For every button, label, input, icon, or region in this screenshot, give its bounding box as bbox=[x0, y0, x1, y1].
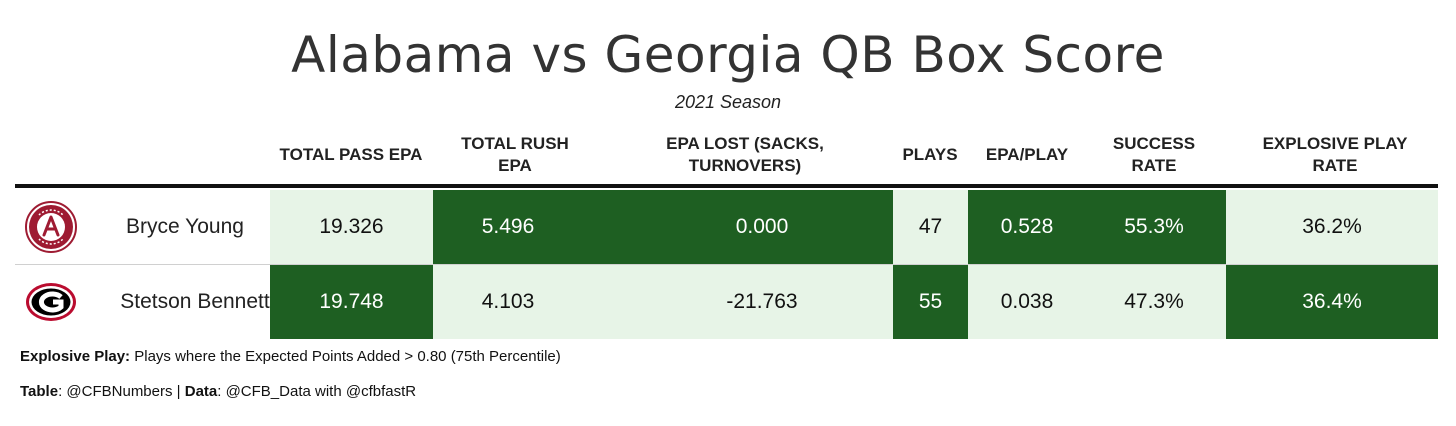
epa-play-cell: 0.528 55.3% bbox=[968, 190, 1226, 264]
table-row: Stetson Bennett 19.748 4.103 -21.763 55 … bbox=[15, 265, 1438, 339]
explosive-play-text: Plays where the Expected Points Added > … bbox=[130, 348, 561, 365]
explosive-play-rate-cell: 36.4% bbox=[1226, 265, 1438, 339]
table-credit-label: Table bbox=[20, 383, 59, 400]
data-credit-label: Data bbox=[184, 383, 218, 400]
total-rush-epa-cell: 4.103 bbox=[433, 265, 631, 339]
data-credit-text: : @CFB_Data with @cfbfastR bbox=[217, 383, 417, 400]
epa-play-cell: 0.038 47.3% bbox=[968, 265, 1226, 339]
header-plays: PLAYS bbox=[902, 145, 958, 164]
header-explosive-play-rate: EXPLOSIVE PLAY RATE bbox=[1262, 134, 1408, 175]
explosive-play-label: Explosive Play: bbox=[20, 348, 131, 365]
total-pass-epa-cell: 19.326 bbox=[270, 190, 433, 264]
epa-play-value: 0.038 bbox=[1000, 290, 1054, 313]
alabama-logo-icon bbox=[25, 201, 77, 253]
plays-cell: 47 bbox=[893, 190, 968, 264]
epa-lost-cell: -21.763 bbox=[631, 265, 893, 339]
explosive-play-rate-cell: 36.2% bbox=[1226, 190, 1438, 264]
player-name: Stetson Bennett bbox=[120, 290, 270, 313]
header-total-rush-epa: TOTAL RUSH EPA bbox=[461, 134, 569, 175]
epa-play-value: 0.528 bbox=[1000, 215, 1054, 238]
page-subtitle: 2021 Season bbox=[674, 92, 782, 112]
explosive-play-footnote: Explosive Play: Plays where the Expected… bbox=[20, 348, 561, 365]
header-success-rate: SUCCESS RATE bbox=[1112, 134, 1196, 175]
epa-lost-cell: 0.000 bbox=[631, 190, 893, 264]
plays-cell: 55 bbox=[893, 265, 968, 339]
header-rule bbox=[15, 184, 1438, 188]
header-epa-play: EPA/PLAY bbox=[985, 145, 1069, 164]
table-row: Bryce Young 19.326 5.496 0.000 47 0.528 … bbox=[15, 190, 1438, 264]
header-epa-lost: EPA LOST (SACKS, TURNOVERS) bbox=[666, 134, 824, 175]
credits-footnote: Table: @CFBNumbers | Data: @CFB_Data wit… bbox=[20, 383, 416, 400]
success-rate-value: 47.3% bbox=[1124, 290, 1184, 313]
row-separator bbox=[15, 264, 1438, 265]
success-rate-value: 55.3% bbox=[1124, 215, 1184, 238]
total-pass-epa-cell: 19.748 bbox=[270, 265, 433, 339]
table-credit-text: : @CFBNumbers | bbox=[58, 383, 185, 400]
player-name: Bryce Young bbox=[126, 215, 244, 238]
page-title: Alabama vs Georgia QB Box Score bbox=[291, 26, 1165, 84]
header-total-pass-epa: TOTAL PASS EPA bbox=[279, 145, 423, 164]
total-rush-epa-cell: 5.496 bbox=[433, 190, 631, 264]
georgia-logo-icon bbox=[25, 276, 77, 328]
